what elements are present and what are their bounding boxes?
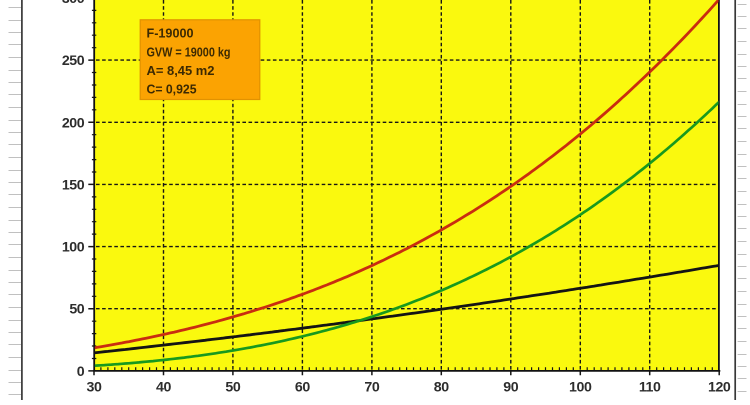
svg-text:0: 0 [77,364,85,380]
svg-text:40: 40 [156,380,171,396]
svg-text:50: 50 [225,380,240,396]
svg-text:C= 0,925: C= 0,925 [147,81,197,96]
svg-text:100: 100 [62,240,85,256]
svg-text:120: 120 [708,380,731,396]
svg-text:90: 90 [503,380,518,396]
svg-text:A= 8,45 m2: A= 8,45 m2 [147,63,215,78]
svg-text:60: 60 [295,380,310,396]
svg-text:80: 80 [434,380,449,396]
svg-text:200: 200 [62,115,85,131]
svg-text:30: 30 [87,380,102,396]
svg-text:F-19000: F-19000 [147,25,194,40]
svg-text:150: 150 [62,177,85,193]
svg-text:70: 70 [364,380,379,396]
svg-text:300: 300 [62,0,85,7]
svg-text:GVW = 19000 kg: GVW = 19000 kg [147,45,231,60]
svg-text:250: 250 [62,53,85,69]
svg-text:100: 100 [569,380,592,396]
svg-text:50: 50 [69,302,84,318]
svg-text:110: 110 [639,380,661,396]
